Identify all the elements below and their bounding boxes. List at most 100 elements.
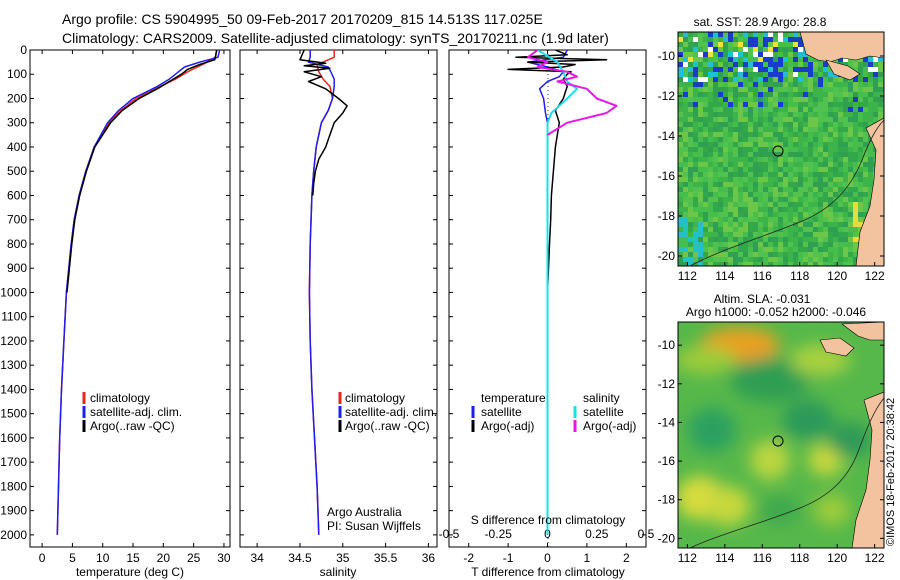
sst-cell xyxy=(753,132,758,137)
sst-cell xyxy=(738,67,743,72)
sst-cell xyxy=(683,262,688,266)
sst-cell xyxy=(763,42,768,47)
sst-cell xyxy=(748,197,753,202)
sst-cell xyxy=(768,247,773,252)
sst-cell xyxy=(823,122,828,127)
sst-cell xyxy=(803,252,808,257)
sst-cell xyxy=(678,127,683,132)
sst-cell xyxy=(753,47,758,52)
sst-cell xyxy=(813,237,818,242)
sst-cell xyxy=(703,37,708,42)
sst-cell xyxy=(813,162,818,167)
sst-cell xyxy=(763,237,768,242)
sst-cell xyxy=(783,247,788,252)
sst-cell xyxy=(823,157,828,162)
sst-cell xyxy=(708,47,713,52)
sst-cell xyxy=(718,32,723,37)
sst-cell xyxy=(708,42,713,47)
sst-cell xyxy=(773,47,778,52)
sst-cell xyxy=(783,117,788,122)
sst-cell xyxy=(748,147,753,152)
sst-cell xyxy=(738,137,743,142)
sst-cell xyxy=(683,202,688,207)
sst-cell xyxy=(868,177,873,182)
sst-cell xyxy=(788,57,793,62)
sst-cell xyxy=(763,57,768,62)
sst-cell xyxy=(728,92,733,97)
sst-cell xyxy=(858,117,863,122)
sst-cell xyxy=(818,237,823,242)
sst-cell xyxy=(823,192,828,197)
sst-cell xyxy=(868,152,873,157)
sst-cell xyxy=(823,242,828,247)
sst-cell xyxy=(873,117,878,122)
sst-cell xyxy=(878,62,883,67)
sst-cell xyxy=(843,142,848,147)
sst-cell xyxy=(743,252,748,257)
sst-cell xyxy=(828,82,833,87)
sst-cell xyxy=(823,182,828,187)
sst-cell xyxy=(843,162,848,167)
sst-cell xyxy=(748,167,753,172)
sst-cell xyxy=(703,192,708,197)
sst-cell xyxy=(858,222,863,227)
sst-cell xyxy=(678,182,683,187)
sst-cell xyxy=(778,92,783,97)
sst-cell xyxy=(748,72,753,77)
sst-cell xyxy=(723,162,728,167)
sst-cell xyxy=(688,232,693,237)
sst-cell xyxy=(773,262,778,266)
sst-cell xyxy=(818,227,823,232)
sst-cell xyxy=(758,247,763,252)
sst-cell xyxy=(803,87,808,92)
sst-cell xyxy=(748,227,753,232)
sst-cell xyxy=(773,207,778,212)
sst-cell xyxy=(833,87,838,92)
sst-cell xyxy=(703,197,708,202)
sst-cell xyxy=(678,42,683,47)
sst-cell xyxy=(718,207,723,212)
sst-cell xyxy=(808,232,813,237)
sst-cell xyxy=(693,257,698,262)
sst-cell xyxy=(778,97,783,102)
sst-cell xyxy=(743,127,748,132)
sst-cell xyxy=(678,247,683,252)
sst-cell xyxy=(848,257,853,262)
sst-cell xyxy=(728,217,733,222)
sst-cell xyxy=(793,142,798,147)
sst-cell xyxy=(723,217,728,222)
sst-cell xyxy=(698,232,703,237)
sst-cell xyxy=(803,57,808,62)
sst-cell xyxy=(773,37,778,42)
sst-cell xyxy=(838,212,843,217)
sst-cell xyxy=(773,247,778,252)
sst-cell xyxy=(778,212,783,217)
sst-cell xyxy=(693,177,698,182)
sst-cell xyxy=(788,77,793,82)
temp-legend-argo: Argo(..raw -QC) xyxy=(90,419,175,433)
sst-cell xyxy=(768,222,773,227)
sla-blobs xyxy=(678,327,872,526)
sst-cell xyxy=(758,132,763,137)
sst-cell xyxy=(828,222,833,227)
sst-cell xyxy=(833,117,838,122)
sst-cell xyxy=(823,202,828,207)
sst-cell xyxy=(683,97,688,102)
sst-cell xyxy=(793,182,798,187)
sst-cell xyxy=(808,147,813,152)
sst-cell xyxy=(703,97,708,102)
depth-tick-label: 0 xyxy=(20,43,27,57)
sst-cell xyxy=(848,222,853,227)
sst-cell xyxy=(753,102,758,107)
sst-cell xyxy=(808,62,813,67)
sst-cell xyxy=(693,242,698,247)
sst-cell xyxy=(808,82,813,87)
sst-cell xyxy=(808,207,813,212)
lat-tick-label: -16 xyxy=(658,169,676,183)
sst-cell xyxy=(738,197,743,202)
sst-cell xyxy=(848,247,853,252)
sst-cell xyxy=(838,187,843,192)
sst-cell xyxy=(813,57,818,62)
sst-cell xyxy=(828,212,833,217)
